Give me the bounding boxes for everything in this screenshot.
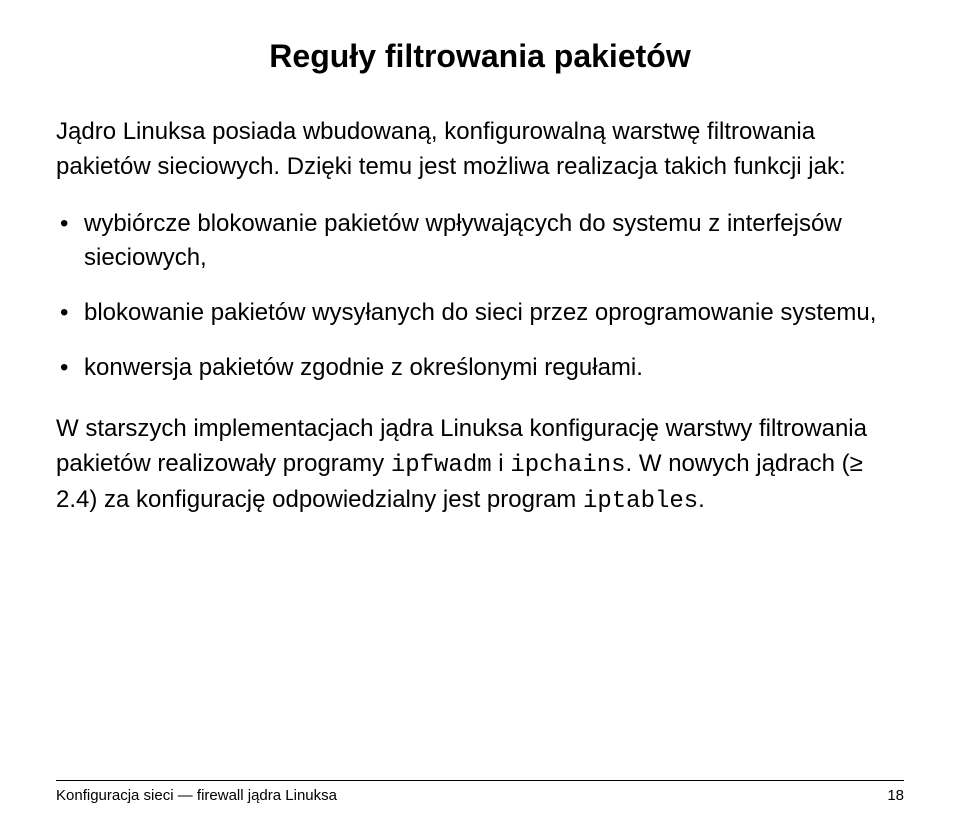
bullet-item: wybiórcze blokowanie pakietów wpływający… xyxy=(56,207,904,277)
slide-footer: Konfiguracja sieci — firewall jądra Linu… xyxy=(56,780,904,804)
slide-page: Reguły filtrowania pakietów Jądro Linuks… xyxy=(0,0,960,824)
bullet-list: wybiórcze blokowanie pakietów wpływający… xyxy=(56,207,904,386)
code-iptables: iptables xyxy=(583,488,698,515)
text-run: . xyxy=(698,486,705,513)
slide-title: Reguły filtrowania pakietów xyxy=(56,38,904,75)
intro-paragraph: Jądro Linuksa posiada wbudowaną, konfigu… xyxy=(56,115,904,185)
body-paragraph: W starszych implementacjach jądra Linuks… xyxy=(56,412,904,520)
code-ipchains: ipchains xyxy=(510,452,625,479)
bullet-item: konwersja pakietów zgodnie z określonymi… xyxy=(56,351,904,386)
text-run: i xyxy=(492,450,511,477)
footer-left: Konfiguracja sieci — firewall jądra Linu… xyxy=(56,787,337,804)
code-ipfwadm: ipfwadm xyxy=(391,452,492,479)
bullet-item: blokowanie pakietów wysyłanych do sieci … xyxy=(56,296,904,331)
footer-page-number: 18 xyxy=(887,787,904,804)
